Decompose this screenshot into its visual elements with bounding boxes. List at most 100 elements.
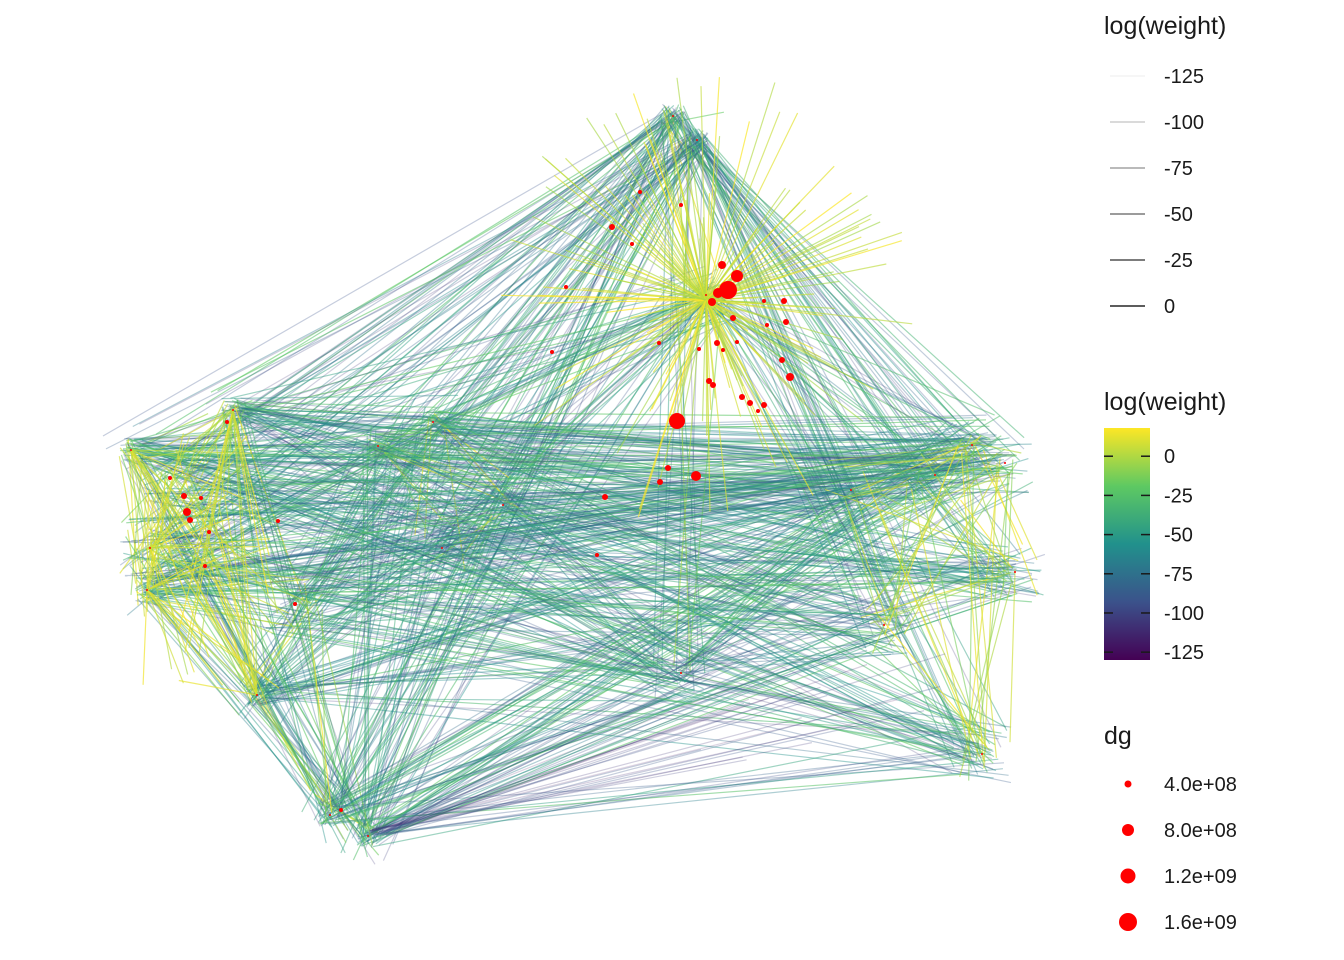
edge bbox=[235, 401, 670, 700]
edge bbox=[705, 299, 913, 325]
node bbox=[710, 382, 716, 388]
edge bbox=[329, 758, 999, 825]
edge bbox=[438, 455, 919, 547]
edge bbox=[507, 510, 904, 655]
edge bbox=[705, 150, 956, 462]
colorbar-label: -75 bbox=[1164, 564, 1193, 586]
edge bbox=[507, 127, 695, 520]
edge bbox=[705, 299, 809, 365]
edge bbox=[168, 459, 998, 540]
edge bbox=[379, 653, 946, 833]
edge bbox=[241, 415, 341, 788]
edge bbox=[139, 453, 975, 466]
edge bbox=[532, 215, 707, 301]
edge bbox=[870, 616, 984, 744]
edge bbox=[425, 284, 721, 414]
edge bbox=[705, 299, 772, 319]
node bbox=[187, 517, 193, 523]
edge bbox=[181, 622, 258, 696]
edge bbox=[271, 632, 992, 756]
node bbox=[779, 357, 785, 363]
edge bbox=[506, 480, 1001, 498]
edge bbox=[129, 474, 931, 520]
edge bbox=[369, 447, 1041, 573]
edge bbox=[174, 556, 693, 677]
edge bbox=[705, 77, 720, 301]
edge bbox=[375, 519, 829, 845]
edge bbox=[504, 459, 1002, 507]
edge bbox=[232, 409, 249, 634]
edge bbox=[711, 296, 975, 757]
edge bbox=[288, 120, 673, 627]
edge bbox=[645, 144, 707, 301]
edge bbox=[320, 443, 981, 584]
edge bbox=[368, 702, 751, 834]
node bbox=[638, 190, 642, 194]
node bbox=[718, 261, 726, 269]
edge bbox=[683, 479, 920, 666]
edge bbox=[513, 474, 826, 498]
size-legend-label: 4.0e+08 bbox=[1164, 774, 1237, 796]
edge bbox=[689, 639, 895, 663]
edge bbox=[677, 296, 691, 672]
colorbar-label: -50 bbox=[1164, 525, 1193, 547]
edge bbox=[146, 589, 224, 686]
node bbox=[669, 413, 685, 429]
edge bbox=[705, 299, 712, 410]
edge bbox=[196, 458, 943, 482]
edge bbox=[199, 456, 965, 488]
edge bbox=[157, 437, 987, 581]
edge bbox=[130, 449, 237, 616]
size-legend-label: 1.2e+09 bbox=[1164, 866, 1237, 888]
edge bbox=[253, 511, 506, 705]
edge bbox=[145, 569, 1042, 593]
edge bbox=[367, 409, 452, 842]
edge bbox=[603, 123, 707, 301]
edge bbox=[176, 477, 851, 489]
edge bbox=[320, 309, 686, 827]
edge bbox=[360, 430, 377, 832]
edge bbox=[232, 409, 279, 614]
edge bbox=[151, 451, 919, 596]
edge bbox=[606, 299, 707, 313]
width-legend-label: -100 bbox=[1164, 112, 1204, 134]
node bbox=[630, 242, 634, 246]
edge bbox=[143, 583, 375, 840]
edge bbox=[962, 581, 1005, 761]
edge bbox=[705, 293, 815, 301]
edge bbox=[129, 565, 323, 818]
edge bbox=[178, 679, 258, 696]
edge bbox=[700, 132, 1008, 596]
edge bbox=[356, 459, 957, 827]
edges-layer bbox=[102, 77, 1046, 865]
hub-node bbox=[981, 753, 983, 755]
edge bbox=[320, 494, 862, 635]
edge bbox=[130, 449, 166, 513]
edge bbox=[241, 407, 982, 444]
edge bbox=[198, 290, 718, 490]
edge bbox=[146, 546, 268, 591]
edge bbox=[321, 466, 963, 823]
edge bbox=[320, 507, 496, 583]
node bbox=[550, 350, 554, 354]
edge bbox=[153, 295, 696, 462]
edge bbox=[684, 672, 992, 760]
edge bbox=[242, 526, 258, 696]
edge bbox=[221, 394, 459, 400]
edge bbox=[705, 288, 1001, 475]
edge bbox=[322, 463, 952, 811]
edge bbox=[715, 297, 948, 474]
edge bbox=[704, 135, 957, 470]
node bbox=[691, 471, 701, 481]
node bbox=[609, 224, 615, 230]
edge bbox=[389, 285, 729, 437]
hub-node bbox=[367, 835, 369, 837]
edge bbox=[250, 661, 669, 686]
edge bbox=[243, 113, 676, 719]
edge bbox=[280, 416, 439, 632]
edge bbox=[198, 409, 234, 654]
edge bbox=[369, 710, 925, 836]
edge bbox=[266, 299, 711, 619]
edge bbox=[500, 502, 826, 513]
edge bbox=[146, 550, 235, 591]
